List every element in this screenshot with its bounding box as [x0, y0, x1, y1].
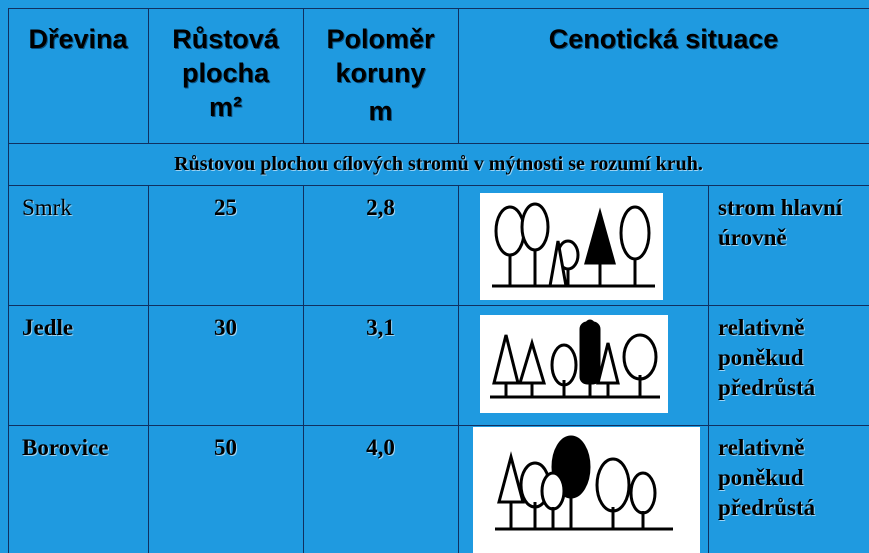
- area: 30: [214, 315, 237, 340]
- situation-line: předrůstá: [718, 375, 816, 400]
- header-text: koruny: [335, 58, 426, 88]
- species: Borovice: [22, 435, 109, 460]
- rule: [458, 185, 459, 553]
- rule: [8, 8, 869, 9]
- situation: relativně poněkud předrůstá: [708, 425, 869, 523]
- rule: [303, 8, 304, 143]
- situation-line: strom hlavní: [718, 195, 843, 220]
- situation-line: relativně: [718, 315, 805, 340]
- situation-line: úrovně: [718, 225, 787, 250]
- rule: [458, 8, 459, 143]
- rule: [148, 185, 149, 553]
- radius: 2,8: [366, 195, 395, 220]
- situation-line: relativně: [718, 435, 805, 460]
- radius: 4,0: [366, 435, 395, 460]
- rule: [8, 185, 869, 186]
- species: Smrk: [22, 195, 72, 220]
- species: Jedle: [22, 315, 74, 340]
- header-text: Růstová: [172, 24, 279, 54]
- header-text: m²: [209, 92, 242, 122]
- situation-line: poněkud: [718, 345, 804, 370]
- header-text: Dřevina: [28, 24, 128, 54]
- situation: relativně poněkud předrůstá: [708, 305, 869, 403]
- header-cell: Růstová plocha m²: [148, 8, 303, 124]
- note: Růstovou plochou cílových stromů v mýtno…: [174, 153, 703, 175]
- rule: [148, 8, 149, 143]
- radius: 3,1: [366, 315, 395, 340]
- header-text: Poloměr: [326, 24, 435, 54]
- area: 50: [214, 435, 237, 460]
- header-text: plocha: [181, 58, 269, 88]
- situation-line: poněkud: [718, 465, 804, 490]
- header-text: Cenotická situace: [548, 24, 779, 54]
- header-cell: Dřevina: [8, 8, 148, 56]
- header-cell: Cenotická situace: [458, 8, 869, 56]
- header-cell: Poloměr koruny m: [303, 8, 458, 128]
- rule: [8, 425, 869, 426]
- rule: [303, 185, 304, 553]
- rule: [8, 305, 869, 306]
- situation: strom hlavní úrovně: [708, 185, 869, 253]
- situation-line: předrůstá: [718, 495, 816, 520]
- tree-illustration: [480, 193, 663, 300]
- header-text: m: [368, 96, 393, 126]
- rule: [8, 8, 9, 553]
- area: 25: [214, 195, 237, 220]
- tree-illustration: [480, 315, 668, 413]
- tree-illustration: [473, 427, 700, 553]
- rule: [708, 185, 709, 553]
- rule: [8, 143, 869, 144]
